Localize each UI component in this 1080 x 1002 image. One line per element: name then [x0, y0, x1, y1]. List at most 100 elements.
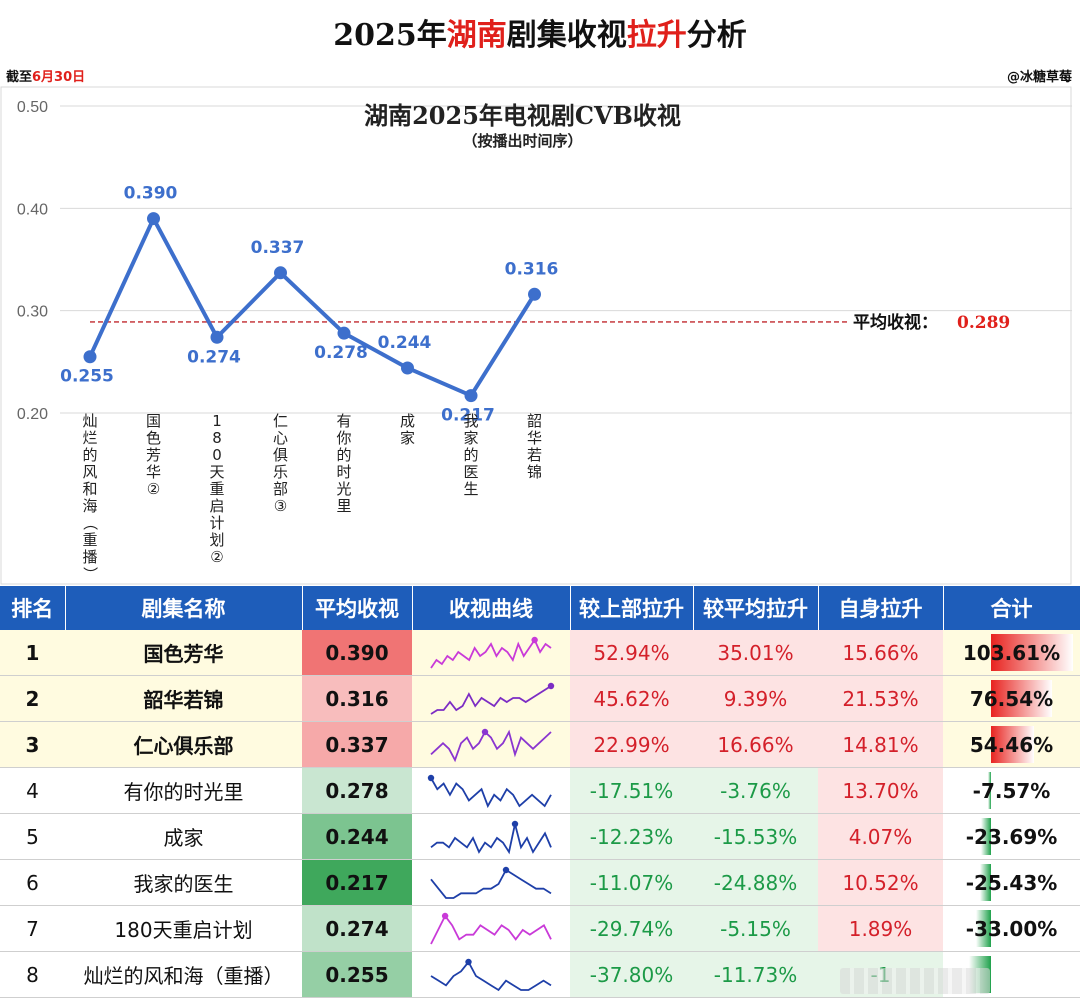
prev-lift-cell: -29.74% — [570, 905, 693, 952]
prev-lift-cell: 22.99% — [570, 721, 693, 768]
total-cell: -23.69% — [943, 813, 1080, 860]
avg-rating-cell: 0.316 — [302, 675, 412, 722]
table-row: 3 仁心俱乐部 0.337 22.99% 16.66% 14.81% 54.46% — [0, 721, 1080, 768]
x-category-char: （ — [81, 515, 99, 530]
x-category-char: 1 — [212, 412, 222, 430]
total-cell: 103.61% — [943, 630, 1080, 676]
x-category-char: 韶 — [527, 412, 542, 430]
rank-cell: 4 — [0, 767, 65, 814]
column-header-self: 自身拉升 — [818, 586, 944, 630]
data-point — [464, 389, 478, 403]
data-label: 0.244 — [378, 333, 432, 353]
data-label: 0.274 — [187, 347, 241, 367]
x-category-char: 和 — [82, 480, 97, 498]
rating-curve-cell — [412, 813, 570, 860]
data-point — [401, 361, 414, 375]
total-data-bar — [987, 772, 991, 809]
watermark — [840, 968, 990, 994]
self-lift-cell: 1.89% — [818, 905, 943, 952]
x-category-char: 我 — [463, 412, 478, 430]
show-name-cell: 仁心俱乐部 — [65, 721, 302, 768]
x-category-char: 0 — [212, 446, 222, 464]
avg-rating-cell: 0.217 — [302, 859, 412, 906]
x-category-char: 芳 — [146, 446, 161, 464]
x-category-char: 有 — [336, 412, 351, 430]
x-category-char: 锦 — [527, 463, 542, 481]
avg-rating-cell: 0.390 — [302, 630, 412, 676]
sparkline — [430, 820, 552, 854]
avg-rating-cell: 0.337 — [302, 721, 412, 768]
prev-lift-cell: 52.94% — [570, 630, 693, 676]
x-category-char: 家 — [400, 429, 415, 447]
table-row: 6 我家的医生 0.217 -11.07% -24.88% 10.52% -25.43% — [0, 859, 1080, 906]
x-category-char: ② — [210, 548, 223, 566]
column-header-total: 合计 — [943, 586, 1080, 630]
show-name-cell: 有你的时光里 — [65, 767, 302, 814]
avg-lift-cell: 16.66% — [693, 721, 818, 768]
total-data-bar — [976, 910, 991, 947]
x-category-char: 重 — [82, 531, 97, 549]
page-title: 2025年湖南剧集收视拉升分析 — [333, 18, 747, 53]
x-category-char: 色 — [146, 429, 161, 447]
chart-svg: 0.20 0.30 0.40 0.50 平均收视： 0.289 0.255 0.390 0.27… — [0, 86, 1072, 585]
x-category-char: 部 — [273, 480, 288, 498]
x-category-char: 计 — [209, 514, 224, 532]
show-name-cell: 国色芳华 — [65, 630, 302, 676]
prev-lift-cell: -37.80% — [570, 951, 693, 998]
rating-curve-cell — [412, 767, 570, 814]
self-lift-cell: 14.81% — [818, 721, 943, 768]
self-lift-cell: 4.07% — [818, 813, 943, 860]
table-row: 4 有你的时光里 0.278 -17.51% -3.76% 13.70% -7.57% — [0, 767, 1080, 814]
y-tick-label: 0.20 — [17, 406, 48, 423]
y-tick-label: 0.50 — [17, 99, 48, 116]
table-body: 1 国色芳华 0.390 52.94% 35.01% 15.66% 103.61% 2 韶华若锦… — [0, 630, 1080, 998]
total-cell: -7.57% — [943, 767, 1080, 814]
x-category-char: 若 — [527, 446, 542, 464]
rank-cell: 3 — [0, 721, 65, 768]
x-category-char: 生 — [463, 480, 478, 498]
table-row: 1 国色芳华 0.390 52.94% 35.01% 15.66% 103.61% — [0, 630, 1080, 676]
data-label: 0.316 — [505, 259, 559, 279]
total-value: 76.54% — [969, 686, 1054, 711]
column-header-vs-avg: 较平均拉升 — [693, 586, 819, 630]
table-header-row: 排名 剧集名称 平均收视 收视曲线 较上部拉升 较平均拉升 自身拉升 合计 — [0, 586, 1080, 630]
x-category-char: 里 — [336, 497, 351, 515]
show-name-cell: 成家 — [65, 813, 302, 860]
x-category-char: 你 — [336, 429, 351, 447]
data-label: 0.278 — [314, 343, 368, 363]
avg-rating-cell: 0.255 — [302, 951, 412, 998]
data-label: 0.390 — [124, 184, 178, 204]
data-point — [337, 326, 351, 340]
data-point — [528, 287, 541, 301]
chart-subtitle: （按播出时间序） — [462, 132, 583, 150]
avg-lift-cell: -15.53% — [693, 813, 818, 860]
sparkline — [430, 636, 552, 669]
column-header-name: 剧集名称 — [65, 586, 303, 630]
rating-curve-cell — [412, 951, 570, 998]
avg-lift-cell: 9.39% — [693, 675, 818, 722]
x-category-char: 乐 — [273, 463, 288, 481]
total-data-bar — [980, 818, 991, 855]
data-label: 0.255 — [60, 367, 114, 387]
series-line — [88, 216, 537, 398]
data-point — [274, 266, 287, 280]
show-name-cell: 灿烂的风和海（重播） — [65, 951, 302, 998]
x-category-char: 医 — [463, 463, 478, 481]
column-header-curve: 收视曲线 — [412, 586, 571, 630]
x-category-char: 华 — [527, 429, 542, 447]
x-category-char: ） — [81, 566, 99, 581]
average-label: 平均收视： — [853, 312, 938, 333]
total-data-bar — [979, 864, 991, 901]
rating-curve-cell — [412, 859, 570, 906]
total-value: 54.46% — [969, 732, 1054, 757]
author-handle: @冰糖草莓 — [1006, 70, 1072, 85]
self-lift-cell: 15.66% — [818, 630, 943, 676]
total-cell: 54.46% — [943, 721, 1080, 768]
total-value: -25.43% — [965, 870, 1058, 895]
column-header-rank: 排名 — [0, 586, 66, 630]
avg-lift-cell: 35.01% — [693, 630, 818, 676]
x-category-char: 的 — [336, 446, 351, 464]
x-category-char: 国 — [146, 412, 161, 430]
avg-lift-cell: -5.15% — [693, 905, 818, 952]
x-category-char: 心 — [273, 429, 288, 447]
